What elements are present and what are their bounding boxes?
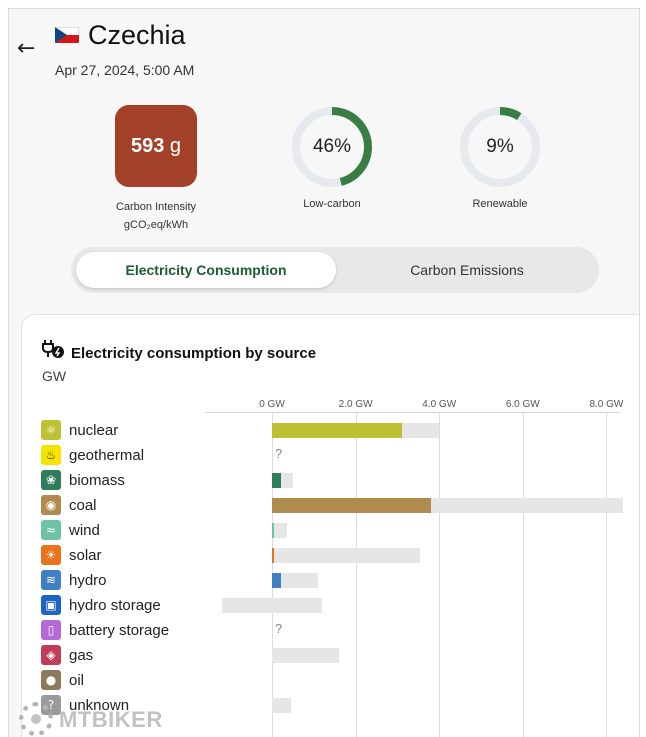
production-bar	[272, 573, 282, 588]
source-row-gas[interactable]: ◈ gas	[22, 645, 639, 670]
panel-title: Electricity consumption by source	[71, 345, 317, 362]
production-bar	[272, 548, 274, 563]
source-row-hydro[interactable]: ≋ hydro	[22, 570, 639, 595]
country-name: Czechia	[88, 20, 186, 50]
carbon-intensity-value: 593	[130, 135, 165, 157]
capacity-bar	[221, 598, 323, 613]
capacity-bar	[272, 523, 287, 538]
watermark-text: MTBIKER	[59, 707, 163, 732]
plug-bolt-icon	[42, 340, 64, 358]
x-tick-label: 0 GW	[259, 399, 285, 410]
source-row-geothermal[interactable]: ♨ geothermal?	[22, 445, 639, 470]
renewable-value: 9%	[486, 136, 514, 157]
tab-electricity-consumption[interactable]: Electricity Consumption	[76, 252, 336, 288]
app-window: ← Czechia Apr 27, 2024, 5:00 AM 593 g Ca…	[8, 8, 640, 737]
source-label: wind	[69, 522, 100, 539]
renewable-gauge: 9%	[458, 105, 542, 189]
x-tick-label: 8.0 GW	[589, 399, 624, 410]
panel-unit: GW	[42, 368, 67, 384]
production-bar	[272, 498, 431, 513]
source-row-coal[interactable]: ◉ coal	[22, 495, 639, 520]
source-label: battery storage	[69, 622, 170, 639]
capacity-bar	[272, 573, 318, 588]
source-label: coal	[69, 497, 97, 514]
capacity-bar	[272, 548, 421, 563]
production-bar	[272, 523, 274, 538]
source-label: oil	[69, 672, 85, 689]
grid-line	[522, 412, 524, 737]
capacity-bar	[272, 648, 339, 663]
low-carbon-gauge: 46%	[290, 105, 374, 189]
source-label: solar	[69, 547, 102, 564]
carbon-intensity-badge: 593 g	[115, 105, 197, 187]
carbon-intensity-label: Carbon Intensity gCO₂eq/kWh	[85, 198, 227, 234]
x-tick-label: 2.0 GW	[338, 399, 373, 410]
production-bar	[272, 423, 402, 438]
sprout-icon: ❀	[41, 470, 61, 490]
source-row-biomass[interactable]: ❀ biomass	[22, 470, 639, 495]
datetime: Apr 27, 2024, 5:00 AM	[55, 62, 195, 78]
source-row-hydro-storage[interactable]: ▣ hydro storage	[22, 595, 639, 620]
water-waves-icon: ≋	[41, 570, 61, 590]
carbon-intensity-unit: g	[169, 135, 182, 157]
source-label: nuclear	[69, 422, 119, 439]
source-label: geothermal	[69, 447, 145, 464]
x-tick-label: 4.0 GW	[422, 399, 457, 410]
dam-icon: ▣	[41, 595, 61, 615]
source-row-wind[interactable]: ≈ wind	[22, 520, 639, 545]
battery-icon: ▯	[41, 620, 61, 640]
source-row-unknown[interactable]: ? unknown	[22, 695, 639, 720]
carbon-intensity-label-line1: Carbon Intensity	[115, 201, 197, 213]
consumption-panel: Electricity consumption by source GW 0 G…	[21, 314, 639, 737]
x-tick-label: 6.0 GW	[505, 399, 540, 410]
oil-drop-icon: ●	[41, 670, 61, 690]
tab-carbon-emissions[interactable]: Carbon Emissions	[410, 262, 524, 278]
arrow-left-icon[interactable]: ←	[17, 36, 36, 61]
sun-icon: ☀	[41, 545, 61, 565]
x-axis-line	[205, 412, 621, 413]
coal-drop-icon: ◉	[41, 495, 61, 515]
gear-icon	[19, 702, 53, 736]
flame-icon: ◈	[41, 645, 61, 665]
view-toggle: Electricity Consumption Carbon Emissions	[71, 247, 599, 293]
capacity-bar	[272, 698, 291, 713]
watermark-logo: MTBIKER	[19, 702, 179, 737]
source-row-solar[interactable]: ☀ solar	[22, 545, 639, 570]
source-row-battery-storage[interactable]: ▯ battery storage?	[22, 620, 639, 645]
grid-line	[355, 412, 357, 737]
atom-icon: ⚛	[41, 420, 61, 440]
no-data-marker: ?	[275, 621, 283, 636]
grid-line	[439, 412, 441, 737]
grid-line	[606, 412, 608, 737]
no-data-marker: ?	[275, 446, 283, 461]
wind-icon: ≈	[41, 520, 61, 540]
production-bar	[272, 473, 282, 488]
source-row-oil[interactable]: ● oil	[22, 670, 639, 695]
source-label: gas	[69, 647, 94, 664]
czech-flag-icon	[55, 27, 79, 43]
source-label: hydro storage	[69, 597, 161, 614]
source-row-nuclear[interactable]: ⚛ nuclear	[22, 420, 639, 445]
source-label: hydro	[69, 572, 107, 589]
source-label: unknown	[69, 697, 130, 714]
renewable-label: Renewable	[472, 198, 528, 210]
carbon-intensity-label-line2: gCO₂eq/kWh	[123, 219, 189, 231]
source-label: biomass	[69, 472, 125, 489]
low-carbon-label: Low-carbon	[303, 198, 361, 210]
heat-waves-icon: ♨	[41, 445, 61, 465]
low-carbon-value: 46%	[312, 136, 352, 157]
